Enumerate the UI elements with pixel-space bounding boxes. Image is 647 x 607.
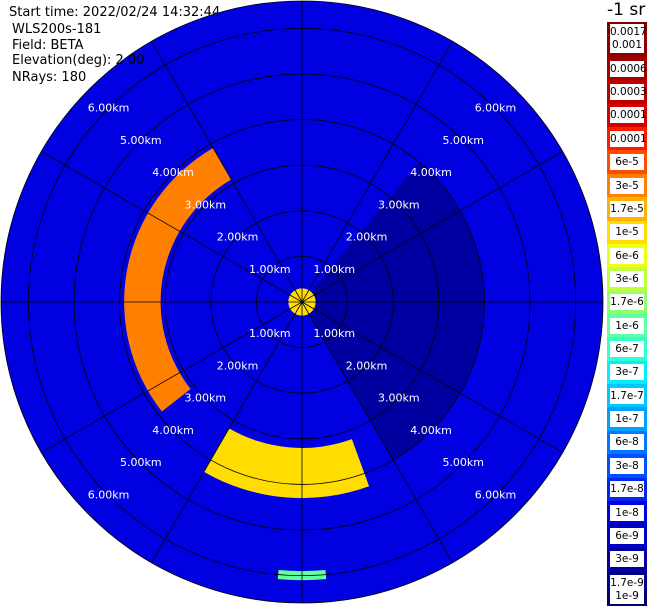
range-ring-label: 4.00km <box>410 424 452 437</box>
colorbar-tick-label: 1e-8 <box>610 504 644 521</box>
colorbar-units: -1 sr <box>607 0 646 20</box>
range-ring-label: 3.00km <box>184 392 226 405</box>
range-ring-label: 6.00km <box>88 488 130 501</box>
range-ring-label: 1.00km <box>249 327 291 340</box>
colorbar-tick-label: 0.0001 <box>610 130 647 147</box>
colorbar-tick-label: 1.7e-7 <box>610 387 644 404</box>
colorbar-tick-label: 6e-8 <box>610 434 644 451</box>
range-ring-label: 4.00km <box>410 166 452 179</box>
azimuth-line <box>151 41 303 303</box>
nrays-text: NRays: 180 <box>12 70 87 85</box>
colorbar-tick-label: 0.0017 <box>610 24 647 40</box>
range-ring-label: 3.00km <box>378 198 420 211</box>
colorbar-tick-label: 0.00017 <box>610 107 647 124</box>
range-ring-label: 6.00km <box>475 102 517 115</box>
range-ring-label: 2.00km <box>217 359 259 372</box>
colorbar-tick-label: 6e-9 <box>610 527 644 544</box>
colorbar-tick-label: 0.0003 <box>610 84 647 101</box>
colorbar-tick-label: 3e-5 <box>610 177 644 194</box>
range-ring-label: 5.00km <box>442 134 484 147</box>
colorbar-tick-label: 3e-6 <box>610 270 644 287</box>
range-ring-label: 1.00km <box>313 327 355 340</box>
colorbar-tick-label: 1e-5 <box>610 224 644 241</box>
range-ring-label: 2.00km <box>217 231 259 244</box>
backscatter-region <box>203 428 370 499</box>
range-ring-label: 4.00km <box>152 166 194 179</box>
range-ring-label: 3.00km <box>184 198 226 211</box>
range-ring-label: 5.00km <box>120 456 162 469</box>
range-ring-labels: 1.00km 2.00km 3.00km 4.00km 5.00km 6.00km 1.00… <box>88 102 517 502</box>
polar-grid <box>0 0 604 604</box>
colorbar-tick-label: 1e-6 <box>610 317 644 334</box>
colorbar-tick-label: 6e-7 <box>610 341 644 358</box>
range-ring-label: 2.00km <box>346 231 388 244</box>
azimuth-line <box>301 41 453 303</box>
start-time-text: Start time: 2022/02/24 14:32:44 <box>9 5 221 20</box>
field-text: Field: BETA <box>12 38 84 53</box>
instrument-text: WLS200s-181 <box>12 22 102 37</box>
backscatter-region <box>124 147 232 412</box>
colorbar-tick-label: 1.7e-9 <box>610 574 644 591</box>
range-ring-label: 1.00km <box>313 263 355 276</box>
azimuth-line <box>301 151 563 303</box>
range-ring-label: 6.00km <box>88 102 130 115</box>
colorbar-tick-label: 0.001 <box>610 37 644 54</box>
range-ring-label: 2.00km <box>346 359 388 372</box>
colorbar-tick-label: 1e-9 <box>610 588 644 604</box>
colorbar-tick-label: 6e-6 <box>610 247 644 264</box>
range-ring-label: 5.00km <box>442 456 484 469</box>
polar-ppi-plot: 1.00km 2.00km 3.00km 4.00km 5.00km 6.00km 1.00… <box>0 0 604 604</box>
azimuth-line <box>151 301 303 563</box>
colorbar-tick-label: 1e-7 <box>610 411 644 428</box>
azimuth-line <box>301 301 453 563</box>
colorbar-tick-label: 1.7e-5 <box>610 200 644 217</box>
range-ring-label: 6.00km <box>475 488 517 501</box>
colorbar-tick-label: 0.0006 <box>610 60 647 77</box>
colorbar-tick-label: 6e-5 <box>610 154 644 171</box>
range-ring-label: 4.00km <box>152 424 194 437</box>
colorbar-tick-label: 1.7e-8 <box>610 481 644 498</box>
azimuth-line <box>41 301 303 453</box>
elevation-text: Elevation(deg): 2.00 <box>12 53 145 68</box>
backscatter-region <box>306 162 485 460</box>
colorbar-tick-label: 3e-8 <box>610 457 644 474</box>
colorbar-tick-label: 3e-7 <box>610 364 644 381</box>
range-ring-label: 5.00km <box>120 134 162 147</box>
azimuth-line <box>301 301 563 453</box>
range-ring-label: 1.00km <box>249 263 291 276</box>
range-ring-label: 3.00km <box>378 392 420 405</box>
azimuth-line <box>41 151 303 303</box>
colorbar-tick-label: 1.7e-6 <box>610 294 644 311</box>
colorbar-tick-label: 3e-9 <box>610 551 644 568</box>
